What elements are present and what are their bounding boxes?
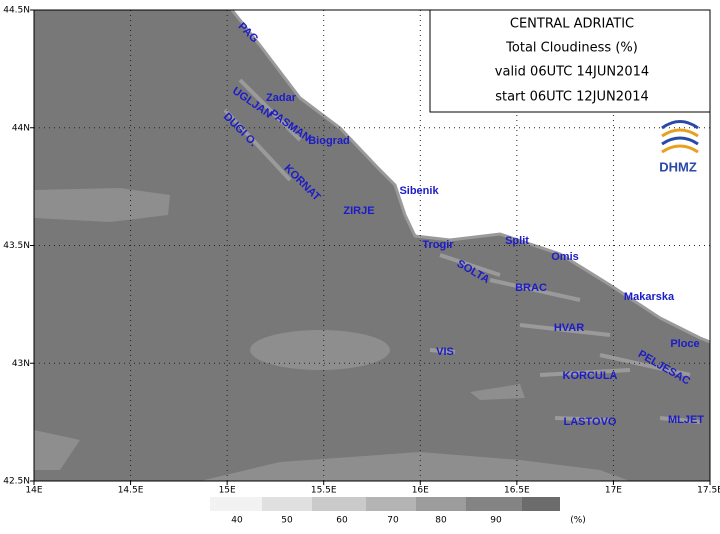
- logo-text: DHMZ: [659, 159, 697, 174]
- lon-label: 15.5E: [311, 486, 337, 496]
- logo-swirl: [661, 136, 699, 146]
- place-label: Ploce: [670, 338, 699, 350]
- lat-label: 43N: [12, 359, 30, 369]
- legend-swatch: [210, 497, 262, 511]
- cloud-patch: [200, 452, 630, 481]
- logo-swirl: [661, 144, 699, 154]
- place-label: ZIRJE: [343, 205, 374, 217]
- cloud-patch: [470, 384, 525, 400]
- lon-label: 14.5E: [118, 486, 144, 496]
- place-label: Makarska: [624, 291, 675, 303]
- place-label: HVAR: [554, 322, 584, 334]
- place-label: Zadar: [266, 92, 297, 104]
- cloud-patch: [250, 330, 390, 370]
- place-label: MLJET: [668, 414, 704, 426]
- place-label: BRAC: [515, 282, 547, 294]
- lat-label: 43.5N: [3, 241, 30, 251]
- lon-label: 14E: [25, 486, 42, 496]
- place-label: LASTOVO: [564, 416, 617, 428]
- cloud-patch: [34, 188, 170, 222]
- lat-label: 42.5N: [3, 477, 30, 487]
- legend-label: 60: [336, 516, 348, 526]
- title-line: CENTRAL ADRIATIC: [510, 17, 634, 32]
- legend-swatch: [262, 497, 312, 511]
- legend-label: 40: [231, 516, 243, 526]
- lon-label: 15E: [219, 486, 236, 496]
- legend-swatch: [466, 497, 522, 511]
- coastline: [230, 9, 711, 344]
- lat-label: 44.5N: [3, 6, 30, 16]
- place-label: Omis: [551, 251, 579, 263]
- lon-label: 16.5E: [504, 486, 530, 496]
- lat-label: 44N: [12, 123, 30, 133]
- lon-label: 16E: [412, 486, 429, 496]
- logo: DHMZ: [659, 120, 699, 174]
- legend-label: 80: [435, 516, 447, 526]
- legend-unit: (%): [570, 516, 586, 526]
- cloud-patch: [34, 430, 80, 470]
- place-label: Biograd: [308, 135, 350, 147]
- legend-swatch: [522, 497, 560, 511]
- place-label: Split: [505, 235, 529, 247]
- logo-swirl: [661, 128, 699, 138]
- legend-label: 90: [490, 516, 502, 526]
- legend-swatch: [416, 497, 466, 511]
- islands: [223, 78, 701, 424]
- place-label: Sibenik: [399, 185, 439, 197]
- map-frame: [33, 9, 711, 482]
- legend-swatch: [312, 497, 366, 511]
- title-line: Total Cloudiness (%): [505, 41, 638, 56]
- logo-swirl: [661, 120, 699, 130]
- title-line: valid 06UTC 14JUN2014: [495, 65, 649, 80]
- title-line: start 06UTC 12JUN2014: [495, 90, 649, 105]
- place-label: Trogir: [422, 239, 454, 251]
- lon-label: 17.5E: [697, 486, 720, 496]
- legend-label: 70: [387, 516, 399, 526]
- legend-label: 50: [281, 516, 293, 526]
- title-box: [429, 9, 711, 113]
- legend-swatch: [366, 497, 416, 511]
- place-label: KORCULA: [563, 370, 618, 382]
- place-label: VIS: [436, 346, 454, 358]
- lon-label: 17E: [605, 486, 622, 496]
